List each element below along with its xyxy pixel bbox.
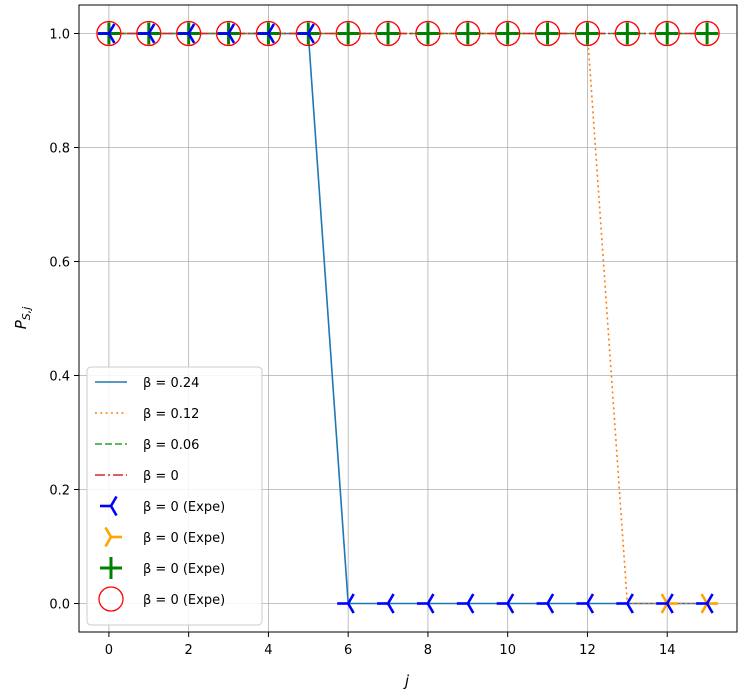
legend-label: β = 0: [143, 469, 179, 484]
data-point-tri_left: [626, 593, 634, 605]
data-point-circle: [574, 20, 601, 47]
y-ticks: 0.0 0.2 0.4 0.6 0.8 1.0: [49, 28, 79, 613]
marker-layer: [96, 20, 720, 614]
data-point-tri_left: [227, 23, 236, 35]
data-point-tri_left: [307, 32, 315, 44]
legend-label: β = 0.12: [143, 407, 199, 422]
data-point-tri_left: [506, 593, 515, 605]
series-layer: [108, 32, 708, 605]
y-tick-label: 0.6: [49, 256, 70, 271]
data-point-circle: [335, 20, 361, 47]
data-point-tri_right: [660, 602, 669, 614]
legend-marker-swatch: [104, 536, 113, 548]
data-point-tri_left: [386, 602, 395, 614]
legend-label: β = 0.24: [143, 376, 199, 391]
data-point-circle: [136, 20, 162, 47]
y-axis-label: PS,j: [12, 306, 33, 330]
x-axis-label-text: j: [403, 672, 410, 690]
legend-marker-swatch: [109, 505, 118, 517]
data-point-tri_left: [466, 593, 475, 605]
data-point-tri_left: [107, 23, 116, 35]
legend-label: β = 0 (Expe): [143, 531, 225, 546]
x-tick-label: 12: [579, 643, 596, 658]
legend-label: β = 0 (Expe): [143, 593, 225, 608]
data-point-tri_right: [700, 593, 709, 605]
data-point-tri_left: [386, 593, 395, 605]
y-tick-label: 0.0: [49, 598, 70, 613]
data-point-tri_left: [626, 602, 634, 614]
legend-label: β = 0.06: [143, 438, 199, 453]
data-point-tri_left: [347, 593, 355, 605]
data-point-circle: [215, 20, 242, 47]
x-tick-label: 2: [185, 643, 193, 658]
data-point-circle: [176, 20, 202, 47]
data-point-tri_left: [546, 602, 555, 614]
legend-label: β = 0 (Expe): [143, 500, 225, 515]
data-point-tri_left: [705, 593, 714, 605]
data-point-tri_left: [267, 32, 276, 44]
data-point-circle: [654, 20, 680, 47]
x-tick-label: 0: [105, 643, 113, 658]
data-point-tri_left: [107, 32, 116, 44]
data-point-tri_left: [307, 23, 315, 35]
legend-marker-swatch: [109, 495, 118, 507]
data-point-tri_left: [586, 602, 595, 614]
legend: β = 0.24 β = 0.12 β = 0.06 β = 0 β = 0 (Expe…: [86, 366, 263, 626]
data-point-tri_left: [426, 602, 435, 614]
data-point-circle: [534, 20, 561, 47]
data-point-tri_left: [267, 23, 276, 35]
plot-frame: [78, 4, 738, 633]
data-point-tri_left: [147, 23, 156, 35]
data-point-tri_right: [660, 593, 669, 605]
x-axis-label: j: [403, 672, 410, 690]
x-tick-label: 10: [499, 643, 516, 658]
series-line-1: [108, 32, 708, 605]
x-tick-label: 14: [659, 643, 676, 658]
y-axis-label-text: PS,j: [12, 306, 33, 330]
data-point-tri_left: [147, 32, 156, 44]
x-tick-label: 6: [344, 643, 352, 658]
legend-marker-swatch: [104, 526, 113, 538]
y-tick-label: 1.0: [49, 28, 70, 43]
data-point-circle: [96, 20, 122, 47]
x-tick-label: 8: [424, 643, 432, 658]
data-point-circle: [415, 20, 441, 47]
data-point-circle: [375, 20, 401, 47]
data-point-tri_right: [700, 602, 709, 614]
data-point-circle: [614, 20, 640, 47]
x-tick-label: 4: [264, 643, 272, 658]
data-point-tri_left: [666, 602, 674, 614]
data-point-tri_left: [506, 602, 515, 614]
data-point-tri_left: [466, 602, 475, 614]
data-point-circle: [455, 20, 481, 47]
legend-label: β = 0 (Expe): [143, 562, 225, 577]
data-point-tri_left: [426, 593, 435, 605]
data-point-tri_left: [666, 593, 674, 605]
y-tick-label: 0.4: [49, 370, 70, 385]
x-ticks: 0 2 4 6 8 10 12 14: [105, 632, 676, 658]
data-point-circle: [255, 20, 282, 47]
data-point-tri_left: [187, 23, 196, 35]
y-tick-label: 0.8: [49, 142, 70, 157]
data-point-tri_left: [586, 593, 595, 605]
data-point-tri_left: [546, 593, 555, 605]
data-point-circle: [295, 20, 321, 47]
data-point-tri_left: [347, 602, 355, 614]
data-point-circle: [694, 20, 720, 47]
legend-marker-swatch: [98, 586, 124, 612]
data-point-tri_left: [187, 32, 196, 44]
y-tick-label: 0.2: [49, 484, 70, 499]
data-point-tri_left: [705, 602, 714, 614]
data-point-tri_left: [227, 32, 236, 44]
data-point-circle: [495, 20, 521, 47]
legend-box: [86, 366, 263, 626]
